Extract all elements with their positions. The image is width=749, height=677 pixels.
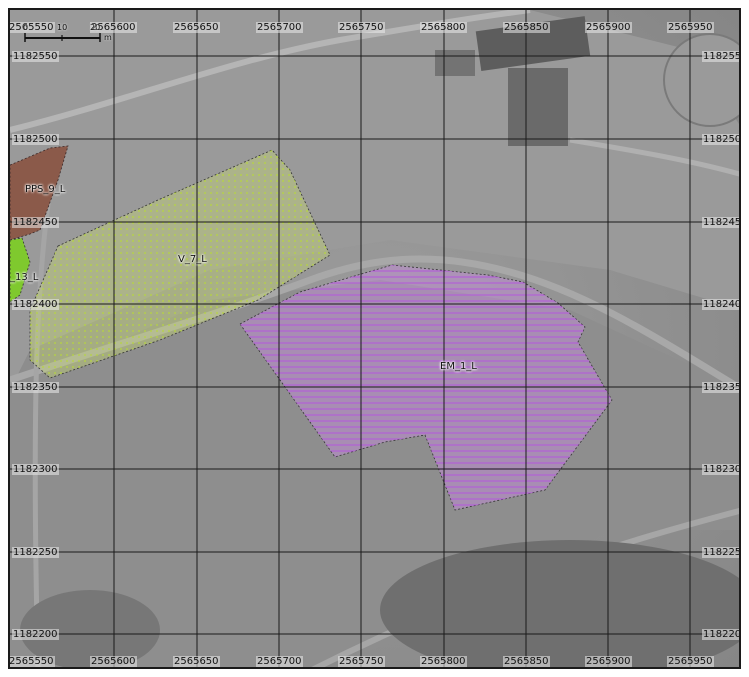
map-canvas[interactable] (10, 10, 741, 669)
x-tick-top: 2565900 (585, 22, 632, 33)
y-tick-right: 118240 (702, 299, 741, 310)
woodland (20, 590, 160, 667)
y-tick-right: 118230 (702, 464, 741, 475)
y-tick-right: 118250 (702, 134, 741, 145)
x-tick-bottom: 2565950 (667, 656, 714, 667)
scale-label-start: 0 (23, 23, 29, 32)
y-tick-right: 118245 (702, 217, 741, 228)
x-tick-top: 2565600 (90, 22, 137, 33)
x-tick-bottom: 2565650 (173, 656, 220, 667)
zone-label-13-l: _13_L (10, 272, 39, 283)
zone-13-l-area[interactable] (10, 237, 31, 303)
x-tick-bottom: 2565800 (420, 656, 467, 667)
scale-label-end: 20 (90, 23, 101, 32)
x-tick-top: 2565950 (667, 22, 714, 33)
y-tick-right: 118220 (702, 629, 741, 640)
zone-label-em-1-l: EM_1_L (440, 361, 477, 372)
scale-bar-graphic (24, 33, 101, 42)
x-tick-bottom: 2565550 (9, 656, 55, 667)
x-tick-top: 2565550 (9, 22, 55, 33)
y-tick-left: 1182350 (12, 382, 59, 393)
y-tick-right: 118255 (702, 51, 741, 62)
zone-pps-9-l-area[interactable] (10, 145, 69, 241)
y-tick-left: 1182450 (12, 217, 59, 228)
y-tick-left: 1182400 (12, 299, 59, 310)
y-tick-left: 1182550 (12, 51, 59, 62)
x-tick-top: 2565850 (503, 22, 550, 33)
y-tick-right: 118235 (702, 382, 741, 393)
x-tick-bottom: 2565600 (90, 656, 137, 667)
x-tick-bottom: 2565900 (585, 656, 632, 667)
scale-label-mid: 10 (57, 23, 68, 32)
scale-bar: 0 10 20 m (20, 23, 112, 44)
x-tick-bottom: 2565700 (256, 656, 303, 667)
x-tick-top: 2565650 (173, 22, 220, 33)
y-tick-left: 1182200 (12, 629, 59, 640)
y-tick-left: 1182250 (12, 547, 59, 558)
building (435, 50, 475, 76)
y-tick-left: 1182300 (12, 464, 59, 475)
road (569, 137, 739, 177)
y-tick-left: 1182500 (12, 134, 59, 145)
road (10, 10, 531, 133)
coordinate-grid (10, 10, 739, 667)
x-tick-bottom: 2565750 (338, 656, 385, 667)
x-tick-top: 2565800 (420, 22, 467, 33)
zone-v-7-l-area[interactable] (29, 149, 331, 379)
zone-label-pps-9-l: PPS_9_L (25, 184, 66, 195)
map-frame[interactable]: PPS_9_L V_7_L EM_1_L _13_L 2565550 25656… (8, 8, 741, 669)
building (508, 68, 568, 146)
scale-unit: m (104, 33, 112, 42)
x-tick-top: 2565750 (338, 22, 385, 33)
y-tick-right: 118225 (702, 547, 741, 558)
zone-label-v-7-l: V_7_L (178, 254, 207, 265)
x-tick-top: 2565700 (256, 22, 303, 33)
woodland (380, 540, 739, 667)
x-tick-bottom: 2565850 (503, 656, 550, 667)
